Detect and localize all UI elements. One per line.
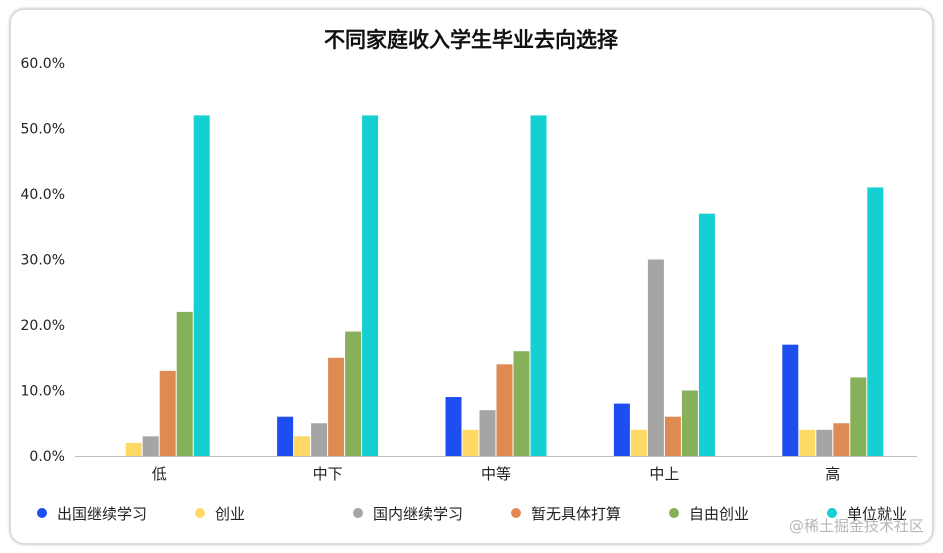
- x-tick-label: 中上: [649, 465, 679, 483]
- legend: 出国继续学习 创业 国内继续学习 暂无具体打算 自由创业 单位就业: [37, 505, 907, 523]
- bar: [867, 187, 884, 456]
- x-tick-label: 低: [152, 465, 167, 483]
- legend-label: 创业: [215, 505, 245, 523]
- bar: [816, 429, 833, 456]
- bar: [462, 429, 479, 456]
- bar: [362, 115, 379, 457]
- bar: [613, 403, 630, 456]
- bar: [142, 436, 159, 456]
- bar: [159, 370, 176, 456]
- bars: [125, 115, 884, 457]
- bar: [445, 397, 462, 456]
- y-tick-label: 0.0%: [29, 449, 65, 465]
- bar: [345, 331, 362, 456]
- x-tick-label: 中等: [481, 465, 511, 483]
- bar: [479, 410, 496, 456]
- bar: [328, 357, 345, 456]
- bar: [176, 311, 193, 456]
- legend-label: 暂无具体打算: [531, 505, 621, 523]
- y-tick-label: 50.0%: [21, 122, 65, 138]
- y-tick-label: 20.0%: [21, 318, 65, 334]
- bar: [664, 416, 681, 456]
- legend-marker: [353, 508, 363, 518]
- bar: [782, 344, 799, 456]
- legend-label: 自由创业: [689, 505, 749, 523]
- legend-marker: [511, 508, 521, 518]
- bar: [496, 364, 513, 456]
- legend-label: 国内继续学习: [373, 505, 463, 523]
- bar: [698, 213, 715, 456]
- bar: [799, 429, 816, 456]
- bar: [530, 115, 547, 457]
- y-tick-label: 60.0%: [21, 56, 65, 72]
- bar: [647, 259, 664, 456]
- bar: [833, 423, 850, 456]
- x-tick-label: 中下: [313, 465, 343, 483]
- y-tick-label: 10.0%: [21, 384, 65, 400]
- bar: [311, 423, 328, 456]
- chart-title: 不同家庭收入学生毕业去向选择: [324, 28, 619, 52]
- bar: [681, 390, 698, 456]
- bar: [850, 377, 867, 456]
- legend-marker: [195, 508, 205, 518]
- legend-marker: [669, 508, 679, 518]
- watermark: @稀土掘金技术社区: [789, 517, 924, 535]
- legend-marker: [827, 508, 837, 518]
- y-tick-label: 30.0%: [21, 253, 65, 269]
- y-axis: 0.0% 10.0% 20.0% 30.0% 40.0% 50.0% 60.0%: [21, 56, 65, 465]
- bar: [294, 436, 311, 456]
- bar: [630, 429, 647, 456]
- x-axis: 低 中下 中等 中上 高: [75, 456, 917, 483]
- legend-label: 出国继续学习: [57, 505, 147, 523]
- bar: [277, 416, 294, 456]
- bar: [125, 442, 142, 456]
- x-tick-label: 高: [825, 465, 840, 483]
- y-tick-label: 40.0%: [21, 187, 65, 203]
- legend-label: 单位就业: [847, 505, 907, 523]
- bar: [193, 115, 210, 457]
- bar: [513, 351, 530, 456]
- legend-marker: [37, 508, 47, 518]
